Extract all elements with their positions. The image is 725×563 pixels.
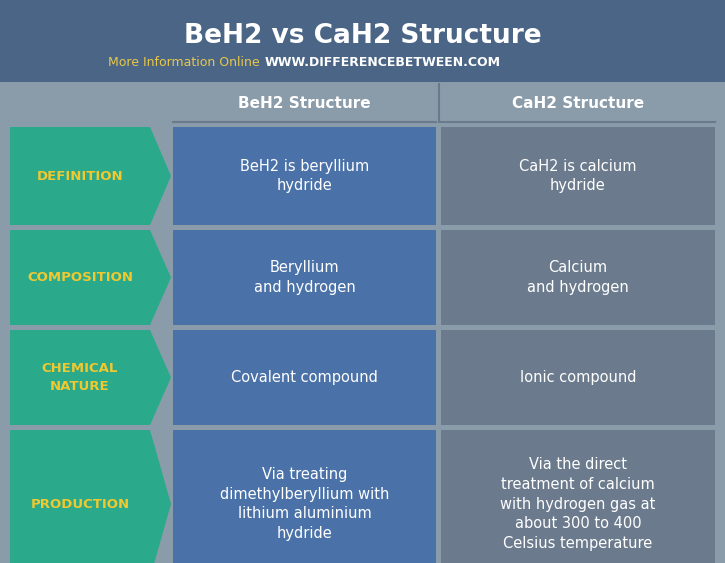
- Polygon shape: [10, 127, 171, 225]
- Text: COMPOSITION: COMPOSITION: [27, 271, 133, 284]
- Polygon shape: [10, 230, 171, 325]
- Bar: [441, 127, 715, 225]
- Bar: [0, 0, 725, 82]
- Text: CaH2 is calcium
hydride: CaH2 is calcium hydride: [519, 159, 637, 194]
- Text: BeH2 is beryllium
hydride: BeH2 is beryllium hydride: [240, 159, 369, 194]
- Bar: [173, 330, 436, 425]
- Bar: [441, 430, 715, 563]
- Text: Ionic compound: Ionic compound: [520, 370, 637, 385]
- Text: CaH2 Structure: CaH2 Structure: [512, 96, 644, 110]
- Text: Beryllium
and hydrogen: Beryllium and hydrogen: [254, 260, 355, 295]
- Text: More Information Online: More Information Online: [108, 56, 260, 69]
- Text: WWW.DIFFERENCEBETWEEN.COM: WWW.DIFFERENCEBETWEEN.COM: [265, 56, 501, 69]
- Text: PRODUCTION: PRODUCTION: [30, 498, 130, 511]
- Bar: [441, 330, 715, 425]
- Bar: [173, 84, 436, 122]
- Bar: [173, 230, 436, 325]
- Bar: [173, 430, 436, 563]
- Text: BeH2 vs CaH2 Structure: BeH2 vs CaH2 Structure: [183, 23, 542, 49]
- Text: CHEMICAL
NATURE: CHEMICAL NATURE: [42, 363, 118, 392]
- Text: DEFINITION: DEFINITION: [37, 169, 123, 182]
- Text: Covalent compound: Covalent compound: [231, 370, 378, 385]
- Text: Via the direct
treatment of calcium
with hydrogen gas at
about 300 to 400
Celsiu: Via the direct treatment of calcium with…: [500, 457, 655, 551]
- Text: Via treating
dimethylberyllium with
lithium aluminium
hydride: Via treating dimethylberyllium with lith…: [220, 467, 389, 541]
- Text: BeH2 Structure: BeH2 Structure: [239, 96, 370, 110]
- Polygon shape: [10, 430, 171, 563]
- Bar: [173, 127, 436, 225]
- Bar: [441, 84, 715, 122]
- Bar: [441, 230, 715, 325]
- Polygon shape: [10, 330, 171, 425]
- Text: Calcium
and hydrogen: Calcium and hydrogen: [527, 260, 629, 295]
